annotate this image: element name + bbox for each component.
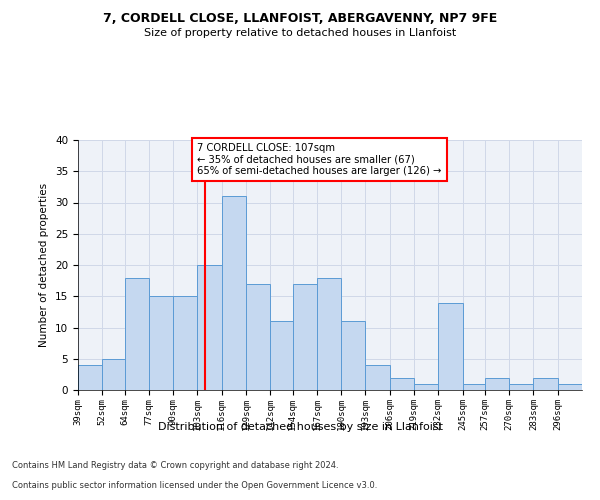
- Bar: [222, 196, 246, 390]
- Bar: [463, 384, 485, 390]
- Bar: [125, 278, 149, 390]
- Y-axis label: Number of detached properties: Number of detached properties: [40, 183, 49, 347]
- Bar: [390, 378, 414, 390]
- Bar: [317, 278, 341, 390]
- Text: 7 CORDELL CLOSE: 107sqm
← 35% of detached houses are smaller (67)
65% of semi-de: 7 CORDELL CLOSE: 107sqm ← 35% of detache…: [197, 143, 442, 176]
- Bar: [149, 296, 173, 390]
- Text: Distribution of detached houses by size in Llanfoist: Distribution of detached houses by size …: [157, 422, 443, 432]
- Bar: [533, 378, 558, 390]
- Bar: [341, 322, 365, 390]
- Bar: [414, 384, 438, 390]
- Bar: [173, 296, 197, 390]
- Bar: [509, 384, 533, 390]
- Bar: [197, 265, 222, 390]
- Bar: [102, 359, 125, 390]
- Bar: [485, 378, 509, 390]
- Bar: [293, 284, 317, 390]
- Bar: [246, 284, 270, 390]
- Bar: [558, 384, 582, 390]
- Bar: [365, 365, 390, 390]
- Bar: [270, 322, 293, 390]
- Bar: [78, 365, 102, 390]
- Text: Contains HM Land Registry data © Crown copyright and database right 2024.: Contains HM Land Registry data © Crown c…: [12, 461, 338, 470]
- Bar: [438, 302, 463, 390]
- Text: Contains public sector information licensed under the Open Government Licence v3: Contains public sector information licen…: [12, 481, 377, 490]
- Text: 7, CORDELL CLOSE, LLANFOIST, ABERGAVENNY, NP7 9FE: 7, CORDELL CLOSE, LLANFOIST, ABERGAVENNY…: [103, 12, 497, 26]
- Text: Size of property relative to detached houses in Llanfoist: Size of property relative to detached ho…: [144, 28, 456, 38]
